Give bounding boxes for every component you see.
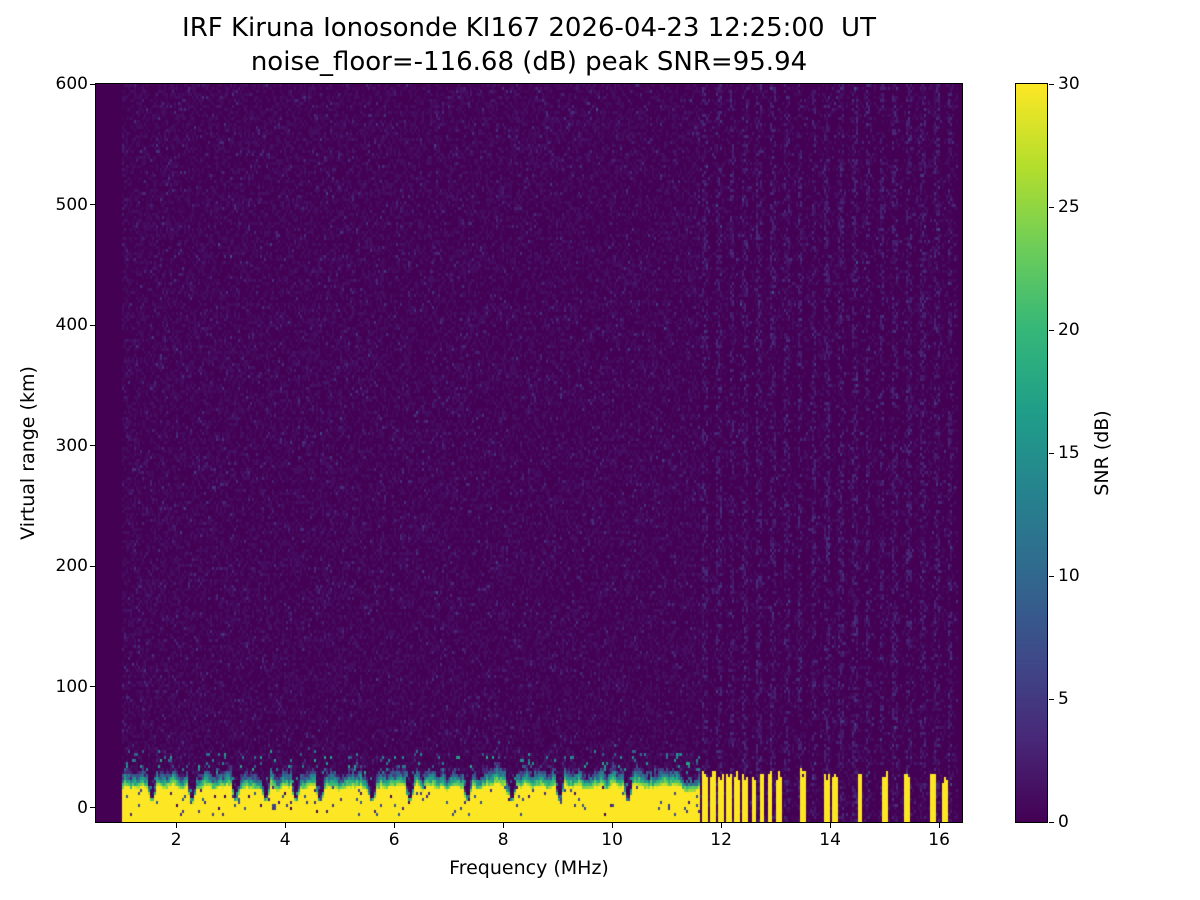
x-tick-label: 14 <box>819 830 841 850</box>
colorbar-tick-mark <box>1049 206 1054 208</box>
colorbar-tick-mark <box>1049 452 1054 454</box>
x-tick-label: 12 <box>710 830 732 850</box>
y-axis-ticks: 0 100 200 300 400 500 600 <box>0 74 96 822</box>
colorbar-tick-label: 15 <box>1058 443 1080 463</box>
colorbar-tick-mark <box>1049 698 1054 700</box>
x-axis-label: Frequency (MHz) <box>449 857 609 879</box>
x-tick-label: 4 <box>279 830 291 850</box>
x-tick-mark <box>829 823 831 828</box>
plot-area <box>95 83 963 823</box>
ionogram-heatmap-canvas <box>96 84 962 822</box>
y-tick-label: 300 <box>55 435 88 456</box>
y-tick-label: 0 <box>77 797 88 818</box>
y-tick-mark <box>90 445 95 447</box>
x-tick-mark <box>393 823 395 828</box>
y-tick-label: 500 <box>55 194 88 215</box>
x-tick-mark <box>611 823 613 828</box>
y-tick-mark <box>90 324 95 326</box>
colorbar-tick-label: 20 <box>1058 320 1080 340</box>
y-tick-label: 200 <box>55 556 88 577</box>
x-axis-ticks: 2 4 6 8 10 12 14 16 <box>96 822 962 872</box>
x-tick-mark <box>284 823 286 828</box>
colorbar-tick-mark <box>1049 329 1054 331</box>
x-tick-label: 16 <box>928 830 950 850</box>
x-tick-mark <box>720 823 722 828</box>
colorbar-tick-label: 30 <box>1058 74 1080 94</box>
x-tick-label: 8 <box>497 830 509 850</box>
colorbar-ticks: 0 5 10 15 20 25 30 <box>1048 74 1108 832</box>
colorbar-gradient-canvas <box>1016 84 1047 822</box>
y-tick-label: 600 <box>55 74 88 94</box>
x-tick-label: 6 <box>388 830 400 850</box>
colorbar-tick-label: 10 <box>1058 566 1080 586</box>
colorbar-tick-label: 5 <box>1058 689 1069 709</box>
y-tick-mark <box>90 686 95 688</box>
y-tick-mark <box>90 204 95 206</box>
y-tick-mark <box>90 807 95 809</box>
colorbar-tick-mark <box>1049 821 1054 823</box>
colorbar-tick-label: 0 <box>1058 812 1069 832</box>
x-tick-mark <box>502 823 504 828</box>
colorbar-tick-label: 25 <box>1058 197 1080 217</box>
chart-title: IRF Kiruna Ionosonde KI167 2026-04-23 12… <box>182 13 876 43</box>
x-tick-mark <box>175 823 177 828</box>
colorbar-label: SNR (dB) <box>1091 410 1113 496</box>
chart-subtitle: noise_floor=-116.68 (dB) peak SNR=95.94 <box>250 47 808 77</box>
x-tick-label: 2 <box>170 830 182 850</box>
colorbar <box>1015 83 1048 823</box>
colorbar-tick-mark <box>1049 83 1054 85</box>
y-tick-mark <box>90 565 95 567</box>
x-tick-mark <box>938 823 940 828</box>
colorbar-tick-mark <box>1049 575 1054 577</box>
y-tick-label: 400 <box>55 315 88 336</box>
y-tick-label: 100 <box>55 676 88 697</box>
y-tick-mark <box>90 83 95 85</box>
x-tick-label: 10 <box>601 830 623 850</box>
